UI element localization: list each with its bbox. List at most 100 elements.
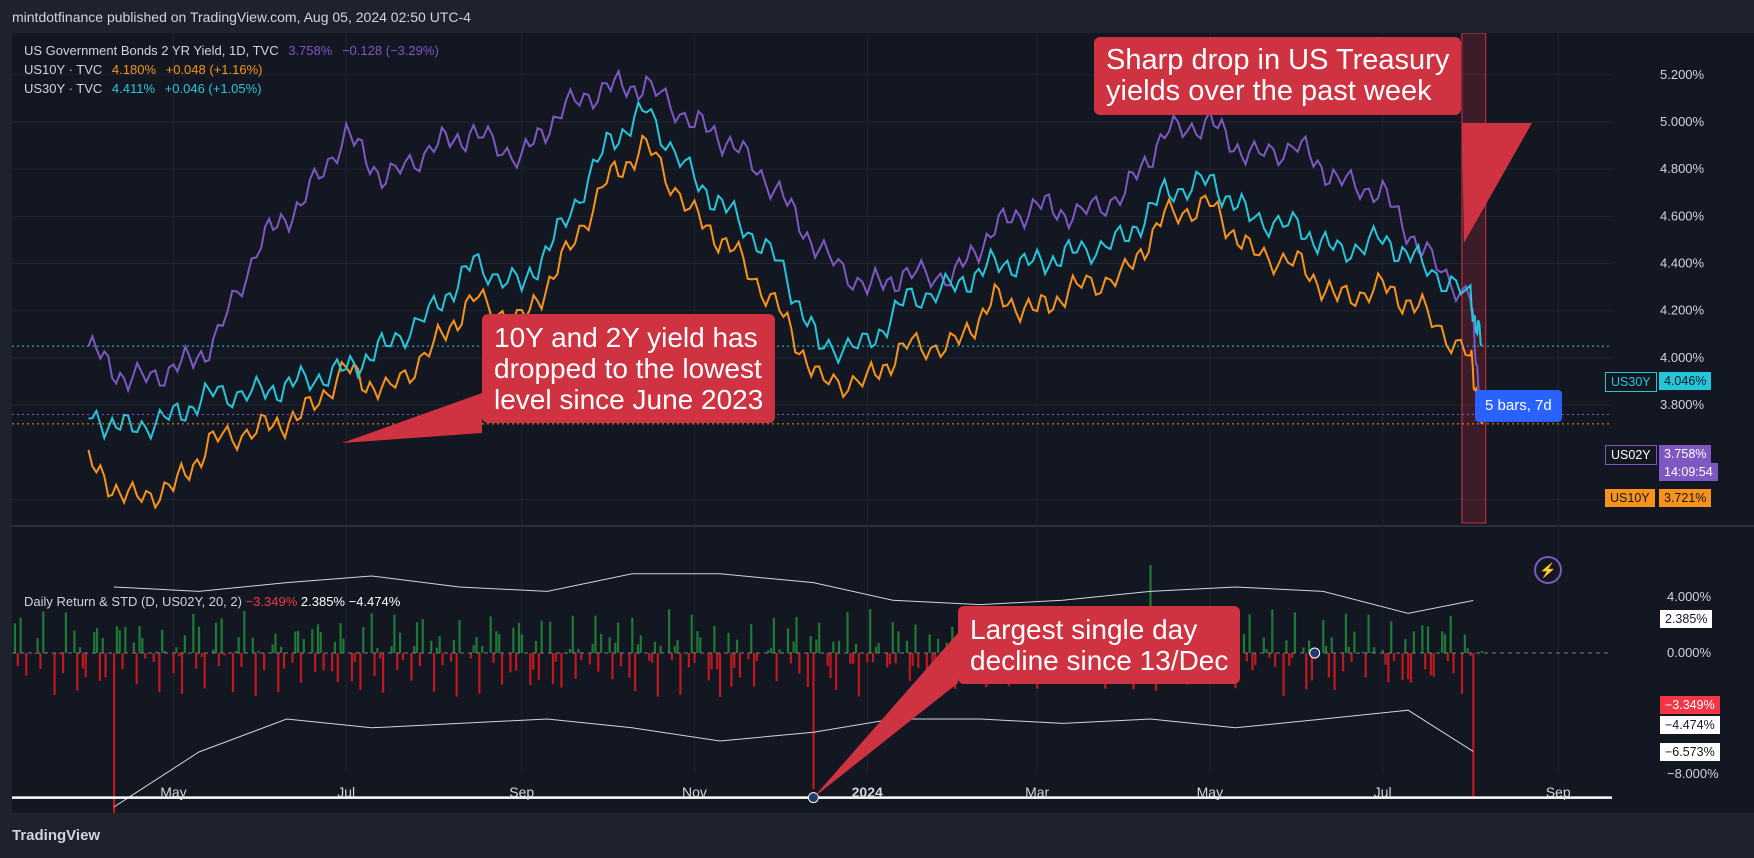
pointer-largest	[813, 633, 958, 798]
indicator-bar	[1446, 653, 1449, 661]
indicator-bar	[857, 653, 860, 697]
indicator-bar	[212, 649, 215, 653]
indicator-bar	[42, 611, 45, 653]
upper-band-line	[113, 573, 1474, 614]
indicator-bar	[636, 644, 640, 653]
indicator-bar	[220, 618, 223, 653]
indicator-bar	[430, 640, 433, 653]
indicator-bar	[687, 653, 691, 668]
indicator-bar	[13, 623, 17, 653]
indicator-bar	[1407, 653, 1410, 680]
price-label-us10y-value: 3.721%	[1659, 489, 1712, 507]
indicator-bar	[1305, 653, 1308, 690]
indicator-label-lower: −4.474%	[1660, 716, 1720, 734]
indicator-bar	[730, 653, 733, 687]
indicator-bar	[789, 653, 792, 664]
indicator-bar	[829, 653, 832, 679]
indicator-bar	[161, 629, 164, 653]
indicator-bar	[716, 653, 719, 670]
indicator-bar	[1463, 634, 1466, 653]
indicator-bar	[1327, 653, 1331, 678]
x-tick-label: May	[160, 784, 186, 800]
indicator-bar	[294, 631, 297, 653]
indicator-bar	[1452, 653, 1455, 674]
indicator-bar	[234, 650, 237, 653]
indicator-bar	[291, 653, 294, 663]
price-label-us10y-name: US10Y	[1605, 489, 1655, 507]
legend-us10y-name: US10Y · TVC	[24, 62, 103, 77]
indicator-bar	[489, 616, 492, 653]
annotation-lowest-since[interactable]: 10Y and 2Y yield has dropped to the lowe…	[482, 314, 776, 423]
indicator-bar	[806, 653, 809, 688]
indicator-bar	[141, 637, 144, 653]
indicator-bar	[1254, 653, 1257, 665]
indicator-bar	[1392, 653, 1396, 662]
indicator-bar	[1248, 614, 1251, 653]
indicator-bar	[81, 653, 84, 669]
range-measure-label[interactable]: 5 bars, 7d	[1475, 390, 1562, 422]
indicator-bar	[611, 653, 614, 680]
annotation-treasury-drop[interactable]: Sharp drop in US Treasury yields over th…	[1094, 37, 1462, 115]
price-lines	[87, 68, 1486, 510]
annotation-pointers	[342, 123, 1532, 798]
chart-svg[interactable]: 5.200% 5.000% 4.800% 4.600% 4.400% 4.200% 4.00…	[12, 33, 1754, 813]
indicator-bar	[59, 653, 62, 655]
indicator-bar	[115, 626, 118, 653]
indicator-bar	[1472, 653, 1475, 798]
legend-us02y-value: 3.758%	[288, 43, 333, 58]
indicator-bar	[670, 653, 674, 661]
page-header: mintdotfinance published on TradingView.…	[0, 0, 1754, 36]
indicator-bar	[809, 636, 812, 653]
indicator-bar	[928, 634, 931, 653]
indicator-bar	[217, 653, 220, 667]
indicator-bar	[515, 653, 518, 671]
indicator-bar	[693, 653, 696, 663]
indicator-bar	[699, 637, 702, 653]
indicator-bar	[421, 619, 424, 653]
indicator-bar	[1285, 640, 1288, 653]
indicator-title: Daily Return & STD (D, US02Y, 20, 2)	[24, 594, 242, 609]
legend-us10y-value: 4.180%	[111, 62, 156, 77]
indicator-bar	[1404, 638, 1407, 653]
indicator-bar	[639, 635, 642, 653]
indicator-bar	[1441, 631, 1444, 653]
indicator-bar	[540, 620, 543, 653]
indicator-bar	[1288, 653, 1291, 666]
lightning-icon[interactable]: ⚡	[1534, 556, 1562, 584]
pointer-treasury	[1462, 123, 1532, 243]
indicator-bar	[132, 642, 135, 653]
zero-marker	[1309, 647, 1321, 659]
indicator-bar	[413, 646, 416, 653]
indicator-bar	[1426, 626, 1430, 653]
indicator-bar	[492, 653, 495, 663]
annotation-largest-decline[interactable]: Largest single day decline since 13/Dec	[958, 606, 1241, 684]
indicator-bar	[1307, 640, 1311, 653]
indicator-bar	[331, 653, 334, 672]
indicator-bar	[560, 653, 563, 688]
indicator-bar	[795, 616, 798, 653]
indicator-bar	[1268, 653, 1271, 658]
price-label-us02y-name: US02Y	[1605, 445, 1657, 465]
indicator-bar	[727, 632, 730, 653]
indicator-bar	[481, 645, 484, 653]
indicator-bar	[747, 653, 750, 660]
indicator-bar	[138, 625, 141, 653]
y-tick-label: 3.800%	[1660, 397, 1705, 412]
indicator-bar	[1429, 653, 1432, 676]
chart-area[interactable]: 5.200% 5.000% 4.800% 4.600% 4.400% 4.200% 4.00…	[12, 33, 1754, 813]
indicator-bar	[78, 647, 82, 653]
indicator-bar	[178, 653, 181, 657]
indicator-bar	[1367, 614, 1370, 653]
indicator-bar	[1361, 651, 1364, 653]
tradingview-logo: TradingView	[12, 827, 101, 844]
legend-us30y: US30Y · TVC 4.411% +0.046 (+1.05%)	[24, 81, 268, 96]
indicator-bar	[311, 629, 314, 653]
legend-us10y-change: +0.048 (+1.16%)	[165, 62, 263, 77]
annotation-lowest-line2: dropped to the lowest	[494, 353, 762, 384]
indicator-bar	[917, 653, 920, 669]
legend-us02y: US Government Bonds 2 YR Yield, 1D, TVC …	[24, 43, 445, 58]
indicator-bar	[591, 643, 594, 653]
annotation-largest-line2: decline since 13/Dec	[970, 645, 1229, 676]
indicator-bar	[297, 630, 300, 653]
indicator-bar	[1401, 653, 1404, 680]
